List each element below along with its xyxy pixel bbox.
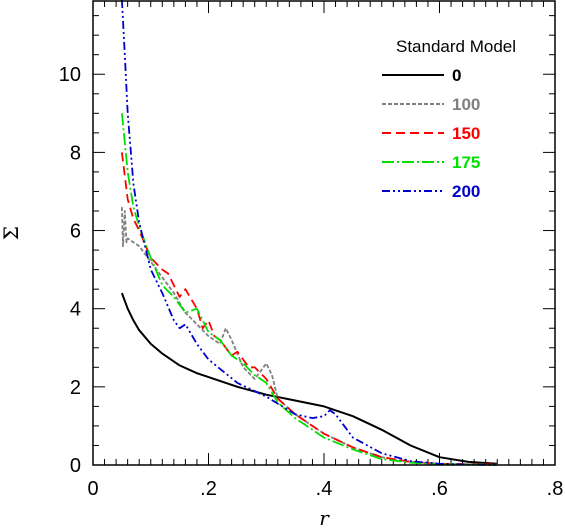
y-axis-label: Σ xyxy=(0,226,23,240)
series-lines xyxy=(120,0,498,466)
legend-label-175: 175 xyxy=(452,153,480,172)
series-line-175 xyxy=(121,113,498,466)
y-tick-label: 6 xyxy=(70,221,81,243)
y-tick-label: 0 xyxy=(70,455,81,477)
x-tick-label: .4 xyxy=(316,478,333,500)
x-tick-label: .6 xyxy=(431,478,448,500)
legend: 0 100 150 175 200 xyxy=(382,66,480,201)
series-line-200 xyxy=(121,0,498,466)
legend-label-0: 0 xyxy=(452,66,461,85)
legend-label-150: 150 xyxy=(452,124,480,143)
x-axis-label: r xyxy=(319,506,330,530)
legend-title: Standard Model xyxy=(396,37,516,56)
axis-ticks xyxy=(92,1,556,466)
y-tick-label: 10 xyxy=(59,64,81,86)
series-line-100 xyxy=(121,207,498,466)
y-tick-label: 8 xyxy=(70,142,81,164)
y-tick-label: 4 xyxy=(70,299,81,321)
x-tick-label: .2 xyxy=(200,478,217,500)
x-tick-label: 0 xyxy=(87,478,98,500)
legend-label-200: 200 xyxy=(452,182,480,201)
series-line-0 xyxy=(120,292,498,465)
tick-labels: 0 .2 .4 .6 .8 0 2 4 6 8 10 xyxy=(59,64,564,500)
y-tick-label: 2 xyxy=(70,377,81,399)
x-tick-label: .8 xyxy=(547,478,564,500)
plot-frame xyxy=(92,0,556,466)
legend-label-100: 100 xyxy=(452,95,480,114)
